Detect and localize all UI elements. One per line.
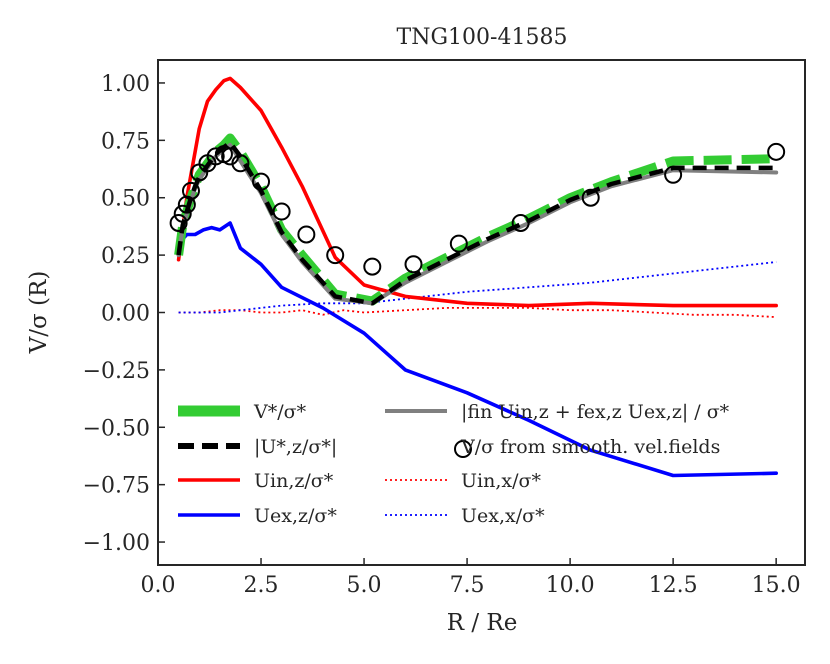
legend-label: |fin Uin,z + fex,z Uex,z| / σ* xyxy=(461,401,730,423)
marker-point xyxy=(581,188,600,207)
marker-point xyxy=(363,257,382,276)
marker-point xyxy=(169,213,188,232)
y-tick-label: −0.50 xyxy=(83,416,150,441)
marker-point xyxy=(664,165,683,184)
y-tick-label: 1.00 xyxy=(101,72,150,97)
y-tick-label: 0.75 xyxy=(101,129,150,154)
legend-item-u-ex-x: Uex,x/σ* xyxy=(385,505,545,527)
legend-label: Uin,x/σ* xyxy=(461,470,541,492)
legend-label: V*/σ* xyxy=(253,401,307,423)
marker-point xyxy=(449,234,468,253)
y-tick-label: 0.00 xyxy=(101,302,150,327)
ticks-layer: 0.0 2.5 5.0 7.5 10.0 12.5 15.0 −1.00 −0.75 −0.50 −… xyxy=(83,72,801,598)
legend-item-u-in-z: Uin,z/σ* xyxy=(178,470,334,492)
x-tick-label: 7.5 xyxy=(450,573,485,598)
x-tick-label: 0.0 xyxy=(141,573,176,598)
legend-marker xyxy=(454,440,472,458)
legend-item-f-comb: |fin Uin,z + fex,z Uex,z| / σ* xyxy=(385,401,730,423)
legend-item-u-in-x: Uin,x/σ* xyxy=(385,470,541,492)
marker-point xyxy=(206,147,225,166)
y-tick-label: −0.75 xyxy=(83,474,150,499)
y-tick-label: 0.50 xyxy=(101,187,150,212)
marker-point xyxy=(173,204,192,223)
marker-point xyxy=(404,255,423,274)
series-line-u-star-z xyxy=(176,140,777,306)
y-tick-label: −0.25 xyxy=(83,359,150,384)
series-layer xyxy=(169,76,786,478)
x-axis-label: R / Re xyxy=(447,610,518,636)
marker-point xyxy=(326,246,345,265)
legend-label: Uin,z/σ* xyxy=(254,470,334,492)
series-line-v-star xyxy=(174,133,777,306)
legend-label: |U*,z/σ*| xyxy=(254,436,337,458)
x-tick-label: 5.0 xyxy=(347,573,382,598)
series-line-u-ex-z xyxy=(176,221,779,478)
x-tick-label: 10.0 xyxy=(546,573,595,598)
marker-point xyxy=(231,154,250,173)
marker-point xyxy=(272,202,291,221)
legend-item-u-ex-z: Uex,z/σ* xyxy=(178,505,337,527)
marker-point xyxy=(252,172,271,191)
y-tick-label: 0.25 xyxy=(101,244,150,269)
legend: V*/σ* |U*,z/σ*| Uin,z/σ* Uex,z/σ* |fin Uin,z… xyxy=(178,401,730,527)
legend-item-v-star: V*/σ* xyxy=(178,401,307,423)
legend-item-u-star-z: |U*,z/σ*| xyxy=(178,436,337,458)
legend-label: Uex,x/σ* xyxy=(461,505,545,527)
legend-label: V/σ from smooth. vel.fields xyxy=(460,436,720,458)
marker-point xyxy=(181,181,200,200)
series-line-u-in-z xyxy=(176,76,779,308)
marker-point xyxy=(511,213,530,232)
x-tick-label: 12.5 xyxy=(649,573,698,598)
y-tick-label: −1.00 xyxy=(83,531,150,556)
legend-label: Uex,z/σ* xyxy=(254,505,337,527)
x-tick-label: 2.5 xyxy=(244,573,279,598)
legend-item-smooth: V/σ from smooth. vel.fields xyxy=(454,436,720,458)
x-tick-label: 15.0 xyxy=(752,573,801,598)
marker-point xyxy=(767,142,786,161)
chart-title: TNG100-41585 xyxy=(397,25,568,50)
y-axis-label: V/σ (R) xyxy=(26,271,52,355)
series-smooth-markers xyxy=(169,142,786,276)
series-line-f-comb xyxy=(176,142,779,306)
series-line-u-in-x xyxy=(178,306,777,318)
marker-point xyxy=(297,225,316,244)
